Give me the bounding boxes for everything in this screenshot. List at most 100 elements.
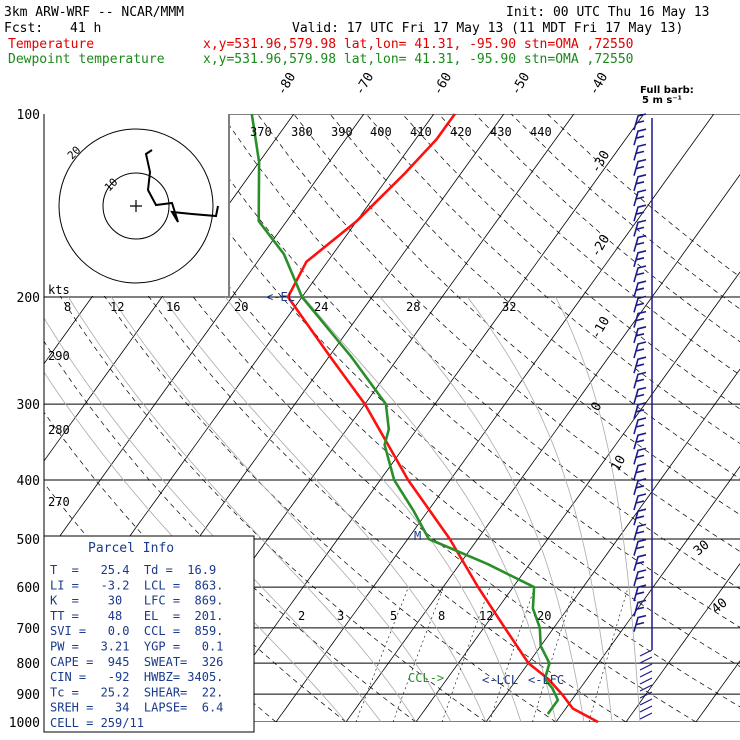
barb-legend-line1: Full barb: bbox=[640, 85, 694, 96]
mixing-ratio-line bbox=[588, 587, 629, 722]
wind-barb-icon bbox=[633, 599, 647, 617]
wind-barb-icon bbox=[633, 432, 647, 450]
temperature-label: -20 bbox=[588, 232, 613, 260]
temperature-label: -60 bbox=[430, 70, 455, 98]
parcel-info-row: Tc = 25.2 SHEAR= 22. bbox=[50, 685, 223, 699]
mixing-ratio-label: 2 bbox=[298, 609, 305, 623]
wind-barb-icon bbox=[633, 204, 647, 222]
wind-barb-icon bbox=[633, 280, 647, 298]
pressure-label: 200 bbox=[17, 291, 40, 306]
moist-adiabat bbox=[162, 296, 487, 722]
wind-barb-icon bbox=[633, 447, 647, 465]
hodograph-trace bbox=[144, 149, 219, 223]
dry-adiabat bbox=[365, 114, 740, 722]
hodograph-scale-label: 32 bbox=[502, 300, 516, 314]
hodograph-background bbox=[44, 114, 230, 296]
pressure-label: 300 bbox=[17, 398, 40, 413]
wind-barb-icon bbox=[633, 386, 647, 404]
hodograph-scale-label: 12 bbox=[110, 300, 124, 314]
pressure-label: 700 bbox=[17, 622, 40, 637]
temperature-label: -80 bbox=[274, 70, 299, 98]
legend-temperature-location: x,y=531.96,579.98 lat,lon= 41.31, -95.90… bbox=[203, 37, 633, 52]
hodograph-scale-label: 16 bbox=[166, 300, 180, 314]
dry-adiabat bbox=[474, 114, 740, 722]
isotherm bbox=[44, 114, 365, 722]
pressure-label: 800 bbox=[17, 657, 40, 672]
wind-barb-icon bbox=[633, 265, 647, 283]
temperature-label: 40 bbox=[709, 596, 731, 618]
wind-barb-icon bbox=[639, 663, 653, 671]
wind-barb-icon bbox=[639, 670, 653, 678]
dry-adiabat bbox=[148, 114, 740, 722]
wind-barb-icon bbox=[633, 234, 647, 252]
wind-barb-icon bbox=[633, 310, 647, 328]
level-marker-m: M bbox=[414, 529, 421, 543]
temperature-label: 30 bbox=[691, 538, 713, 560]
wind-barb-icon bbox=[639, 698, 653, 706]
wind-barb-icon bbox=[633, 462, 647, 480]
dry-adiabat bbox=[221, 114, 740, 722]
temperature-label: 0 bbox=[588, 400, 605, 414]
theta-label: 380 bbox=[291, 125, 313, 139]
hodograph-scale-label: 8 bbox=[64, 300, 71, 314]
barb-legend-line2: 5 m s⁻¹ bbox=[642, 95, 682, 106]
dry-adiabat bbox=[112, 114, 740, 722]
theta-label: 410 bbox=[410, 125, 432, 139]
theta-label: 440 bbox=[530, 125, 552, 139]
temperature-label: 10 bbox=[608, 453, 629, 474]
hodograph-units: kts bbox=[48, 283, 70, 297]
pressure-label: 900 bbox=[17, 688, 40, 703]
pressure-label: 500 bbox=[17, 533, 40, 548]
isotherm bbox=[44, 114, 295, 722]
valid-time: Valid: 17 UTC Fri 17 May 13 (11 MDT Fri … bbox=[292, 21, 683, 36]
theta-label: 430 bbox=[490, 125, 512, 139]
parcel-info-row: K = 30 LFC = 869. bbox=[50, 594, 223, 608]
fcst-label: Fcst: bbox=[4, 21, 43, 36]
moist-adiabat bbox=[555, 296, 641, 722]
wind-barb-icon bbox=[639, 649, 653, 657]
hodograph-scale-label: 28 bbox=[406, 300, 420, 314]
moist-adiabat bbox=[467, 296, 613, 722]
parcel-info-row: TT = 48 EL = 201. bbox=[50, 609, 223, 623]
mixing-ratio-label: 8 bbox=[438, 609, 445, 623]
dry-adiabat bbox=[44, 114, 487, 722]
temperature-label: -10 bbox=[588, 314, 613, 342]
legend-temperature-label: Temperature bbox=[8, 37, 94, 52]
parcel-info-row: CELL = 259/11 bbox=[50, 716, 144, 730]
hodograph-ring-outer bbox=[58, 128, 214, 284]
parcel-info-frame bbox=[43, 535, 255, 733]
level-marker-ccl: CCL-> bbox=[408, 671, 444, 685]
moist-adiabat bbox=[224, 296, 522, 722]
pressure-label: 400 bbox=[17, 474, 40, 489]
isotherm bbox=[485, 114, 740, 722]
wind-barb-icon bbox=[639, 712, 653, 720]
theta-label: 280 bbox=[48, 423, 70, 437]
wind-barb-icon bbox=[633, 584, 647, 602]
wind-barb-icon bbox=[633, 189, 647, 207]
dry-adiabat bbox=[510, 114, 740, 722]
wind-barb-icon bbox=[639, 691, 653, 699]
moist-adiabat bbox=[110, 296, 452, 722]
parcel-info-row: T = 25.4 Td = 16.9 bbox=[50, 563, 216, 577]
isotherm bbox=[695, 114, 740, 722]
wind-barb-icon bbox=[639, 684, 653, 692]
wind-barb-icon bbox=[639, 705, 653, 713]
moist-adiabat bbox=[303, 296, 557, 722]
fcst-value: 41 h bbox=[70, 21, 101, 36]
sounding-lines bbox=[250, 113, 599, 724]
moist-adiabat bbox=[44, 296, 382, 722]
wind-barb-icon bbox=[633, 478, 647, 496]
moist-adiabat bbox=[68, 296, 417, 722]
hodograph-scale-label: 20 bbox=[234, 300, 248, 314]
wind-barb-icon bbox=[639, 677, 653, 685]
parcel-info-row: CIN = -92 HWBZ= 3405. bbox=[50, 670, 223, 684]
wind-barb-icon bbox=[633, 508, 647, 526]
hodograph-scale-label: 24 bbox=[314, 300, 328, 314]
wind-barb-icon bbox=[633, 402, 647, 420]
parcel-info-title: Parcel Info bbox=[88, 541, 174, 556]
legend-dewpoint-label: Dewpoint temperature bbox=[8, 52, 165, 67]
wind-barb-icon bbox=[639, 656, 653, 664]
temperature-label: -40 bbox=[586, 70, 611, 98]
wind-barb-icon bbox=[633, 356, 647, 374]
